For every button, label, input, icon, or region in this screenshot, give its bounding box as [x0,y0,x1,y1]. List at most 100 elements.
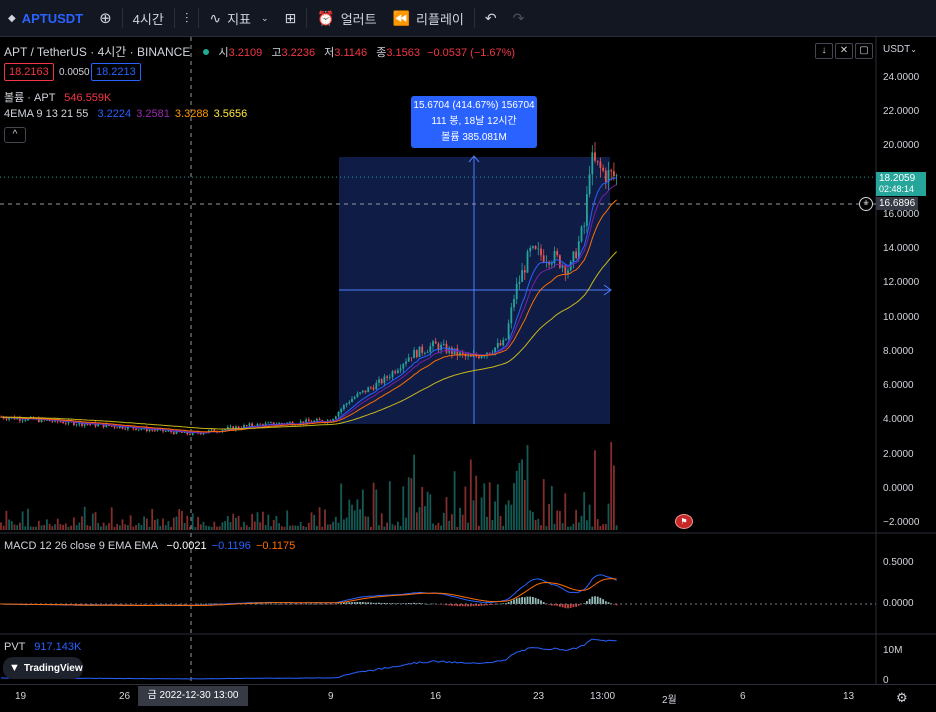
add-alert-icon[interactable]: + [859,197,873,211]
bar-countdown: 02:48:14 [879,184,915,194]
interval-button[interactable]: 4시간 [132,11,164,27]
volume-bar [607,503,610,530]
symbol-search[interactable]: ◆ APTUSDT [0,0,91,36]
macd-histogram-bar [108,604,110,605]
volume-bar [577,522,580,530]
macd-tick-1: 0.5000 [883,557,914,568]
volume-bar [345,517,348,530]
macd-histogram-bar [326,604,329,605]
candle-body [397,370,399,373]
alert-button[interactable]: ⏰ 얼러트 [309,0,384,36]
price-tick-label: 0.0000 [883,482,914,494]
volume-bar [442,512,445,530]
macd-histogram-bar [216,603,218,605]
candle-body [5,418,8,420]
candle-body [302,421,305,424]
candle-body [596,160,599,162]
volume-bar [156,518,159,530]
pvt-line [0,638,617,680]
price-tick-label: 8.0000 [883,345,914,357]
scroll-down-button[interactable]: ↓ [815,43,833,59]
volume-bar [488,482,491,530]
candle-body [418,346,421,358]
volume-bar [221,522,224,530]
macd-histogram-bar [486,604,488,606]
macd-histogram-bar [345,602,348,604]
macd-histogram-bar [567,604,569,609]
low-key: 저 [324,47,335,59]
volume-bar [124,524,127,530]
volume-value: 546.559K [64,92,112,104]
candle-body [415,350,418,358]
chart-title: APT / TetherUS · 4시간 · BINANCE [4,45,191,59]
volume-bar [610,441,613,530]
candle-body [183,431,186,433]
macd-histogram-bar [318,603,321,605]
macd-histogram-bar [154,604,156,605]
candle-body [199,433,202,435]
candle-body [472,354,475,357]
currency-selector[interactable]: USDT⌄ [883,44,917,55]
macd-histogram-bar [467,604,469,607]
volume-bar [515,470,518,530]
macd-histogram-bar [602,599,604,604]
maximize-icon[interactable]: ▢ [855,43,873,59]
candle-body [105,424,108,428]
volume-bar [591,526,594,530]
volume-bar [197,516,199,530]
close-pane-icon[interactable]: ✕ [835,43,853,59]
open-value: 3.2109 [228,47,263,59]
rewind-icon: ⏪ [392,9,411,26]
close-key: 종 [376,47,387,59]
volume-bar [202,521,205,530]
buy-price-button[interactable]: 18.2213 [91,63,141,81]
undo-button[interactable]: ↶ [477,0,505,36]
redo-button[interactable]: ↷ [505,0,533,36]
last-price: 18.2059 [879,173,916,184]
chart-type-button[interactable]: ⫶ [177,0,197,36]
volume-bar [37,520,40,530]
volume-bar [383,526,386,530]
volume-bar [405,517,407,530]
layouts-button[interactable]: ⊞ [277,0,305,36]
volume-bar [216,526,218,530]
macd-histogram-bar [564,604,567,609]
price-tick-label: 2.0000 [883,448,914,460]
volume-bar [118,525,121,530]
news-flag-icon[interactable]: ⚑ [675,514,693,529]
candle-body [513,299,515,308]
macd-histogram-bar [348,602,351,604]
sell-price-button[interactable]: 18.2163 [4,63,54,81]
pvt-tick-2: 0 [883,675,889,686]
volume-bar [580,515,583,530]
candle-body [518,281,521,284]
macd-histogram-bar [118,604,121,605]
volume-bar [534,520,537,530]
high-value: 3.2236 [281,47,316,59]
tradingview-logo[interactable]: ▼ TradingView [3,657,83,679]
settings-gear-icon[interactable]: ⚙ [896,690,908,705]
compare-button[interactable]: ⊕ [91,0,120,36]
collapse-legend-button[interactable]: ^ [4,127,26,143]
replay-button[interactable]: ⏪ 리플레이 [385,0,472,36]
macd-histogram-bar [121,604,124,605]
candle-body [521,270,523,282]
candle-body [505,338,507,340]
macd-histogram-bar [383,602,386,604]
macd-histogram-bar [559,604,561,607]
volume-bar [496,484,499,530]
candle-body [348,401,351,404]
volume-bar [445,497,448,530]
macd-histogram-bar [599,597,602,604]
candle-body [81,422,83,426]
macd-histogram-bar [351,602,353,604]
macd-histogram-bar [313,603,316,605]
indicators-button[interactable]: ∿ 지표 ⌄ [201,0,276,36]
volume-bar [110,507,113,530]
measure-tooltip: 15.6704 (414.67%) 156704 111 봉, 18날 12시간… [411,96,537,148]
macd-histogram-bar [577,604,580,606]
volume-bar [399,525,402,530]
macd-histogram-bar [156,603,159,605]
volume-bar [310,512,313,530]
